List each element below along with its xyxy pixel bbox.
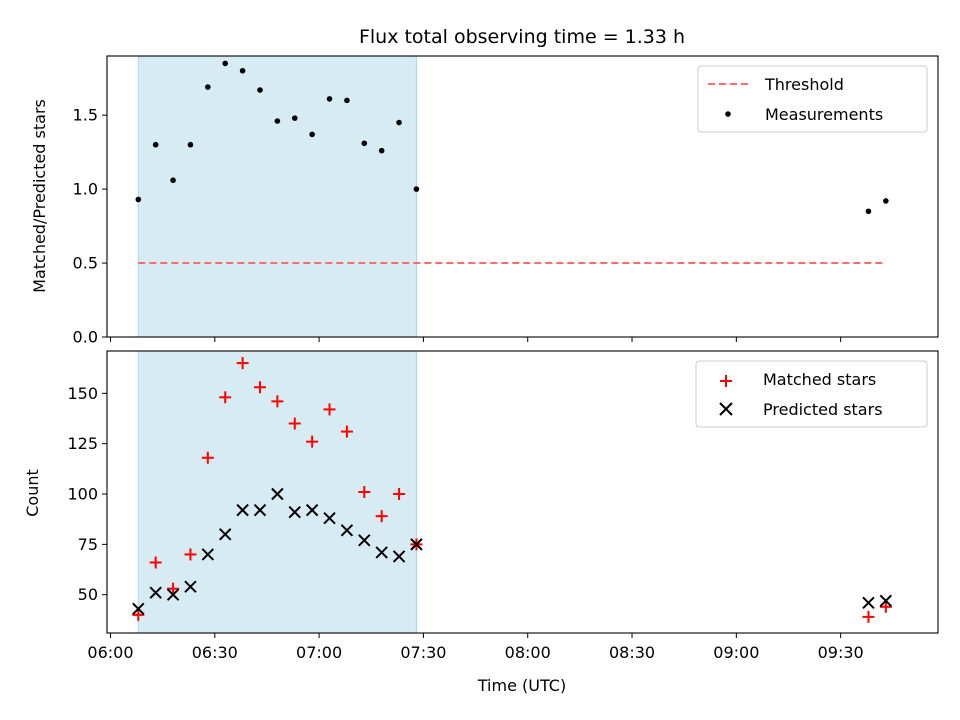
- predicted-star-point: [219, 528, 232, 541]
- measurement-point: [344, 97, 350, 104]
- top-observing-span: [137, 55, 417, 338]
- measurement-point: [291, 115, 298, 121]
- predicted-star-point: [375, 546, 388, 559]
- predicted-star-point: [253, 503, 267, 517]
- x-tick-label: 08:00: [505, 643, 551, 662]
- legend-threshold-label: Threshold: [764, 75, 844, 94]
- predicted-star-point: [392, 550, 406, 563]
- predicted-star-point: [340, 524, 354, 537]
- x-tick-label: 06:00: [87, 643, 133, 662]
- predicted-star-point: [358, 534, 371, 547]
- predicted-star-point: [149, 586, 162, 599]
- predicted-star-point: [166, 588, 180, 601]
- measurement-point: [865, 208, 872, 215]
- top-y-axis-label: Matched/Predicted stars: [30, 99, 49, 293]
- x-tick-label: 09:30: [818, 643, 864, 662]
- top-panel-frame: [106, 55, 939, 338]
- x-axis-label: Time (UTC): [477, 676, 566, 695]
- matched-star-point: [236, 357, 249, 370]
- measurement-point: [326, 96, 333, 102]
- measurement-point: [187, 141, 194, 148]
- legend-matched-label: Matched stars: [763, 370, 876, 389]
- matched-star-point: [149, 556, 162, 569]
- measurement-point: [413, 186, 420, 192]
- matched-star-point: [288, 417, 301, 430]
- predicted-star-point: [410, 538, 423, 551]
- measurement-point: [378, 147, 385, 154]
- matched-star-point: [219, 391, 232, 404]
- top-y-tick-label: 0.5: [73, 254, 98, 273]
- bottom-y-tick-label: 100: [67, 485, 98, 504]
- matched-star-point: [132, 608, 145, 621]
- x-tick-label: 09:00: [713, 643, 759, 662]
- bottom-y-tick-label: 150: [67, 384, 98, 403]
- matched-star-point: [358, 486, 371, 498]
- bottom-y-tick-label: 50: [78, 585, 98, 604]
- predicted-star-point: [132, 602, 145, 616]
- measurement-point: [239, 67, 246, 74]
- predicted-star-point: [305, 503, 319, 517]
- matched-star-point: [340, 425, 353, 438]
- matched-star-point: [253, 381, 266, 394]
- bottom-panel: 50 75 100 125 150 06:00 06:30 07:00 07:30 08:00 08…: [23, 350, 939, 695]
- measurement-point: [135, 196, 142, 203]
- x-tick-label: 07:30: [400, 643, 446, 662]
- matched-star-point: [879, 600, 892, 613]
- legend-predicted-swatch: [719, 402, 733, 416]
- bottom-y-axis-label: Count: [23, 469, 42, 517]
- measurement-point: [396, 119, 402, 126]
- measurement-point: [274, 118, 281, 124]
- matched-star-point: [862, 610, 875, 623]
- predicted-star-point: [879, 594, 893, 607]
- predicted-star-point: [184, 580, 197, 593]
- top-panel: 0.0 0.5 1.0 1.5 Flux total observing time =…: [30, 26, 939, 347]
- matched-star-point: [306, 435, 319, 448]
- measurement-point: [170, 177, 176, 184]
- predicted-star-point: [236, 503, 249, 517]
- measurement-point: [309, 131, 315, 138]
- top-y-tick-label: 1.0: [73, 180, 98, 199]
- bottom-observing-span: [137, 350, 417, 634]
- measurement-point: [152, 141, 159, 148]
- x-tick-label: 06:30: [192, 643, 238, 662]
- matched-star-point: [323, 403, 336, 416]
- legend-predicted-label: Predicted stars: [763, 400, 883, 419]
- top-y-tick-label: 0.0: [73, 328, 98, 347]
- measurement-point: [257, 87, 263, 93]
- predicted-star-point: [271, 487, 284, 501]
- predicted-star-point: [201, 548, 215, 561]
- bottom-y-tick-label: 125: [67, 434, 98, 453]
- matched-star-point: [375, 510, 388, 523]
- measurement-point: [205, 84, 211, 90]
- matched-star-point: [184, 548, 197, 561]
- chart-title: Flux total observing time = 1.33 h: [359, 26, 685, 48]
- bottom-legend-box: [695, 360, 928, 428]
- top-y-tick-label: 1.5: [73, 106, 98, 125]
- top-legend: Threshold Measurements: [697, 65, 928, 133]
- matched-star-point: [167, 582, 180, 595]
- x-tick-label: 08:30: [609, 643, 655, 662]
- bottom-legend: Matched stars Predicted stars: [695, 360, 928, 428]
- top-legend-box: [697, 65, 928, 133]
- legend-matched-swatch: [720, 375, 732, 387]
- matched-star-point: [201, 451, 214, 464]
- measurement-point: [883, 198, 889, 204]
- measurement-point: [222, 60, 229, 67]
- predicted-star-point: [862, 596, 875, 609]
- bottom-y-tick-label: 75: [78, 535, 98, 554]
- x-tick-label: 07:00: [296, 643, 342, 662]
- matched-star-point: [393, 488, 406, 501]
- predicted-star-point: [323, 511, 336, 525]
- predicted-star-point: [288, 505, 301, 519]
- matched-star-point: [271, 395, 284, 408]
- legend-measurements-label: Measurements: [765, 105, 883, 124]
- legend-measurements-swatch: [725, 111, 731, 117]
- measurement-point: [361, 140, 368, 147]
- bottom-panel-frame: [106, 350, 939, 634]
